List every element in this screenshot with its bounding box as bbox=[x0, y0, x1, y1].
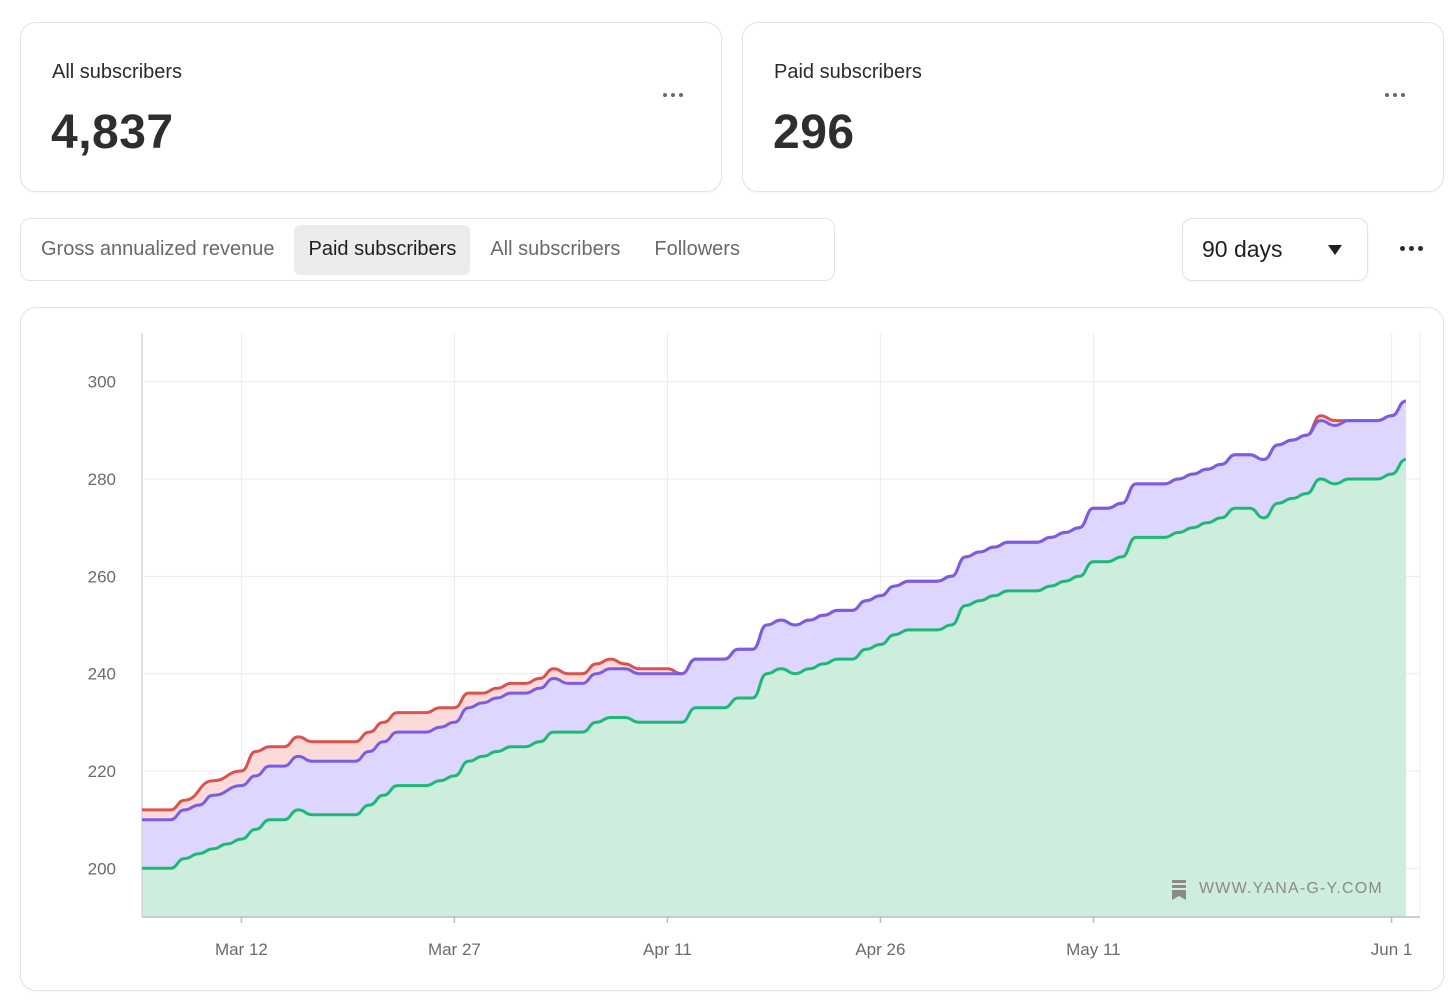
card-label: All subscribers bbox=[52, 61, 183, 83]
all-subscribers-card: All subscribers 4,837 bbox=[20, 22, 722, 192]
x-tick-label: Mar 12 bbox=[215, 940, 268, 959]
x-tick-label: May 11 bbox=[1066, 940, 1121, 959]
watermark-text: WWW.YANA-G-Y.COM bbox=[1199, 880, 1383, 897]
more-options-icon[interactable] bbox=[1385, 93, 1405, 97]
tab-followers[interactable]: Followers bbox=[654, 238, 740, 260]
card-value: 296 bbox=[773, 106, 855, 159]
x-tick-label: Jun 1 bbox=[1371, 940, 1413, 959]
more-options-icon[interactable] bbox=[663, 93, 683, 97]
chart-card: 200 220 240 260 280 300 Mar 12 Mar 27 Apr 11 Apr … bbox=[20, 307, 1444, 991]
y-tick-label: 240 bbox=[88, 665, 116, 684]
y-tick-label: 280 bbox=[88, 470, 116, 489]
free-trial-line bbox=[142, 458, 1407, 870]
y-tick-label: 220 bbox=[88, 762, 116, 781]
y-tick-label: 200 bbox=[88, 859, 116, 878]
y-tick-label: 260 bbox=[88, 567, 116, 586]
tab-gross-annualized-revenue[interactable]: Gross annualized revenue bbox=[41, 238, 275, 260]
tab-paid-subscribers[interactable]: Paid subscribers bbox=[294, 224, 471, 275]
tab-all-subscribers[interactable]: All subscribers bbox=[490, 238, 621, 260]
x-tick-label: Mar 27 bbox=[428, 940, 481, 959]
card-label: Paid subscribers bbox=[774, 61, 922, 83]
paid-line bbox=[142, 399, 1407, 822]
card-value: 4,837 bbox=[51, 106, 174, 159]
x-tick-label: Apr 11 bbox=[643, 940, 692, 959]
caret-down-icon bbox=[1328, 245, 1342, 255]
free-trial-area bbox=[142, 459, 1406, 917]
watermark: WWW.YANA-G-Y.COM bbox=[1172, 880, 1383, 900]
bookmark-icon bbox=[1172, 880, 1186, 900]
subscribers-chart: 200 220 240 260 280 300 Mar 12 Mar 27 Apr 11 Apr … bbox=[88, 333, 1421, 959]
more-options-icon[interactable] bbox=[1400, 246, 1423, 251]
y-tick-label: 300 bbox=[88, 373, 116, 392]
metric-tabs: Gross annualized revenue Paid subscriber… bbox=[20, 218, 835, 281]
paid-subscribers-card: Paid subscribers 296 bbox=[742, 22, 1444, 192]
date-range-value: 90 days bbox=[1202, 236, 1283, 262]
date-range-select[interactable]: 90 days bbox=[1182, 218, 1368, 281]
x-tick-label: Apr 26 bbox=[855, 940, 905, 959]
